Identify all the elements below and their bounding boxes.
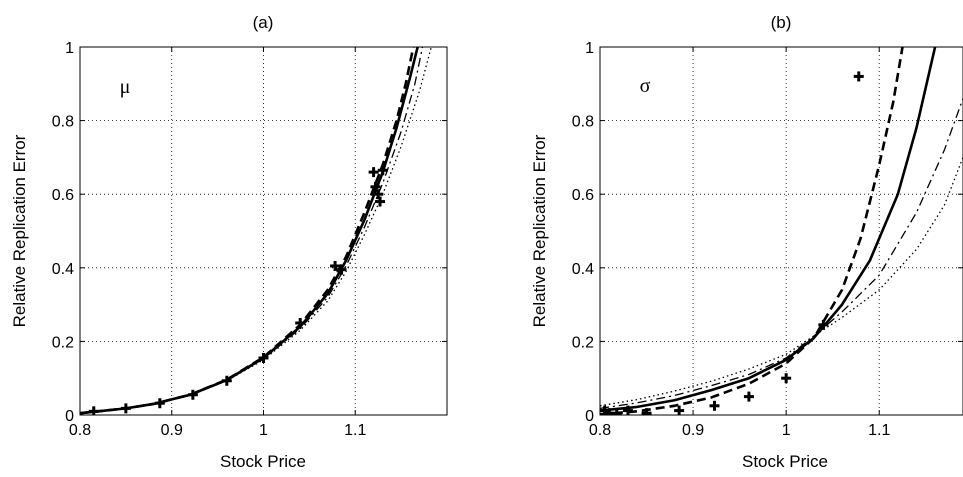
series-marker-plus	[258, 352, 269, 363]
series-line-dotted	[600, 157, 963, 407]
chart-b-grid	[599, 46, 963, 416]
x-tick-label: 0.9	[682, 422, 704, 439]
series-marker-plus	[370, 181, 381, 192]
series-marker-plus	[221, 375, 232, 386]
y-tick-label: 0.6	[572, 187, 594, 204]
chart-b-sigma-annotation: σ	[640, 75, 651, 97]
series-line-dotted	[80, 47, 432, 414]
series-marker-plus	[373, 189, 384, 200]
series-marker-plus	[330, 260, 341, 271]
series-marker-plus	[377, 165, 388, 176]
series-marker-plus	[611, 410, 622, 415]
chart-b-ticks: 0.8 0.9 1 1.1 0 0.2 0.4 0.6 0.8 1	[572, 40, 963, 439]
series-marker-plus	[375, 196, 386, 207]
chart-a-ylabel: Relative Replication Error	[10, 134, 29, 327]
y-tick-label: 0.8	[572, 114, 594, 131]
series-marker-plus	[709, 400, 720, 411]
chart-b-xlabel: Stock Price	[742, 452, 828, 471]
x-tick-label: 1	[782, 422, 791, 439]
y-tick-label: 0.8	[52, 114, 74, 131]
chart-b-axes-box	[599, 46, 963, 416]
chart-a: (a) Relative Replication Error Stock Pri…	[10, 13, 448, 471]
x-tick-label: 1.1	[344, 422, 366, 439]
series-marker-plus	[622, 405, 633, 415]
series-marker-plus	[743, 391, 754, 402]
chart-b-title: (b)	[771, 13, 792, 32]
series-line-solid	[600, 47, 937, 412]
y-tick-label: 0.2	[572, 334, 594, 351]
y-tick-label: 0.4	[52, 261, 74, 278]
series-marker-plus	[336, 264, 347, 275]
y-tick-label: 0.2	[52, 334, 74, 351]
chart-a-ticks: 0.8 0.9 1 1.1 0 0.2 0.4 0.6 0.8 1	[52, 40, 447, 439]
chart-a-plot-area	[80, 47, 432, 415]
x-tick-label: 1.1	[868, 422, 890, 439]
x-tick-label: 0.8	[69, 422, 91, 439]
series-marker-plus	[781, 373, 792, 384]
y-tick-label: 0.4	[572, 261, 594, 278]
chart-a-mu-annotation: μ	[120, 76, 131, 98]
chart-b-plot-area	[600, 47, 963, 415]
series-marker-plus	[853, 71, 864, 82]
x-tick-label: 0.8	[589, 422, 611, 439]
series-marker-plus	[154, 398, 165, 409]
y-tick-label: 1	[585, 40, 594, 57]
chart-a-xlabel: Stock Price	[220, 452, 306, 471]
series-marker-plus	[187, 389, 198, 400]
series-marker-plus	[818, 319, 829, 330]
series-marker-plus	[641, 408, 652, 415]
series-marker-plus	[604, 408, 615, 415]
y-tick-label: 0	[65, 408, 74, 425]
series-line-dashed	[600, 47, 904, 415]
series-line-dashdot	[600, 98, 963, 410]
y-tick-label: 0	[585, 408, 594, 425]
series-line-dashdot	[80, 47, 424, 414]
x-tick-label: 0.9	[161, 422, 183, 439]
x-tick-label: 1	[259, 422, 268, 439]
series-marker-plus	[368, 167, 379, 178]
chart-b-ylabel: Relative Replication Error	[530, 134, 549, 327]
series-marker-plus	[120, 403, 131, 414]
y-tick-label: 0.6	[52, 187, 74, 204]
series-marker-plus	[295, 318, 306, 328]
series-marker-plus	[674, 405, 685, 415]
chart-a-title: (a)	[253, 13, 274, 32]
chart-a-axes-box	[79, 46, 448, 416]
chart-b: (b) Relative Replication Error Stock Pri…	[530, 13, 963, 471]
y-tick-label: 1	[65, 40, 74, 57]
